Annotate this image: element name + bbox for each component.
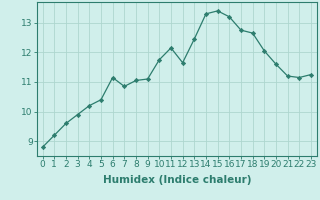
X-axis label: Humidex (Indice chaleur): Humidex (Indice chaleur) <box>102 175 251 185</box>
